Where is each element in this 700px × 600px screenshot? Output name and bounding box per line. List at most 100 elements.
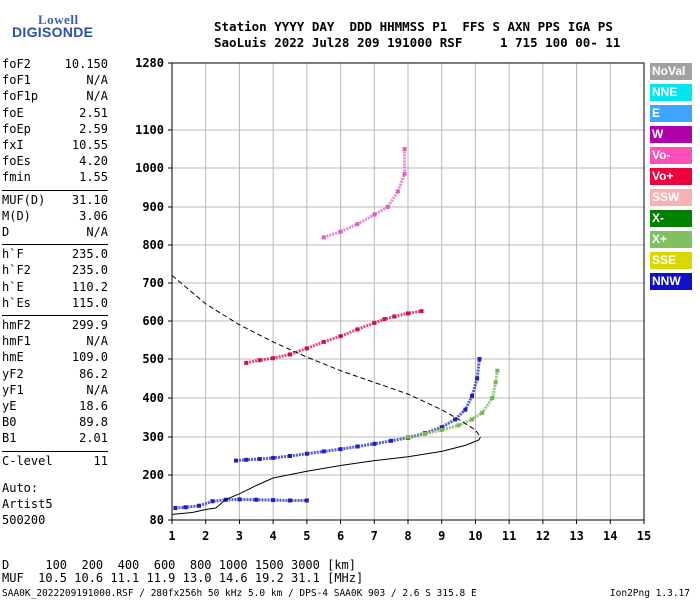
param-value: 10.55 [71, 138, 108, 152]
trace-point-F_2hop [355, 327, 360, 332]
trace-band-E_layer [175, 497, 307, 510]
param-value: 10.150 [64, 57, 108, 71]
y-tick-label: 80 [150, 513, 164, 527]
param-separator [2, 189, 108, 191]
param-row: foF1 N/A [2, 73, 108, 89]
x-tick-label: 5 [303, 529, 310, 543]
param-value: 89.8 [79, 415, 108, 430]
param-name: D [2, 225, 10, 239]
y-tick-label: 1000 [135, 161, 164, 175]
param-value: 11 [93, 453, 108, 468]
param-value: 2.01 [79, 431, 108, 446]
param-name: h`F [2, 247, 24, 262]
x-tick-label: 10 [468, 529, 482, 543]
legend-item: W [650, 126, 692, 143]
trace-point-F_2hop [372, 320, 377, 325]
trace-point-F_2hop [321, 339, 326, 344]
chart-axes: 1 2 3 4 5 6 7 8 9 10 11 12 13 14 158020030040050060070… [135, 56, 651, 543]
x-tick-label: 2 [202, 529, 209, 543]
trace-point-F_2hop [338, 334, 343, 339]
x-tick-label: 4 [270, 529, 277, 543]
param-row: yF2 86.2 [2, 367, 108, 383]
param-name: MUF(D) [2, 192, 46, 207]
param-row: D N/A [2, 225, 108, 241]
param-value: 110.2 [71, 279, 108, 294]
auto-code: 500200 [2, 513, 46, 527]
param-separator [2, 450, 108, 452]
profile-curve-profile_dashed [171, 275, 481, 438]
param-name: hmE [2, 350, 24, 365]
legend-item: X- [650, 210, 692, 227]
trace-point-E_layer [196, 503, 201, 508]
param-name: yF1 [2, 382, 24, 397]
y-tick-label: 1100 [135, 123, 164, 137]
param-row: h`E 110.2 [2, 280, 108, 296]
param-value: N/A [86, 382, 108, 397]
param-row: foF2 10.150 [2, 57, 108, 73]
x-tick-label: 9 [438, 529, 445, 543]
param-separator [2, 315, 108, 316]
y-tick-label: 700 [142, 276, 164, 290]
param-row: fmin 1.55 [2, 170, 108, 186]
x-tick-label: 11 [502, 529, 516, 543]
y-tick-label: 900 [142, 200, 164, 214]
param-value: 3.06 [79, 208, 108, 223]
legend-item: E [650, 105, 692, 122]
param-row: foEp 2.59 [2, 122, 108, 138]
header-line2: SaoLuis 2022 Jul28 209 191000 RSF 1 715 … [214, 35, 621, 50]
param-row: foEs 4.20 [2, 154, 108, 170]
trace-point-x_F [495, 368, 500, 373]
param-value: 109.0 [71, 350, 108, 365]
param-name: fmin [2, 170, 31, 185]
param-row: yF1 N/A [2, 383, 108, 399]
legend-item: SSW [650, 189, 692, 206]
param-value: 299.9 [71, 318, 108, 332]
param-row: B0 89.8 [2, 415, 108, 431]
trace-point-F_2hop [288, 352, 292, 357]
legend-item: NoVal [650, 63, 692, 80]
x-tick-label: 6 [337, 529, 344, 543]
x-tick-label: 8 [404, 529, 411, 543]
trace-point-o_F [257, 457, 262, 462]
param-row: M(D) 3.06 [2, 209, 108, 225]
trace-point-o_F [304, 451, 309, 456]
trace-band-o_F [235, 358, 481, 463]
auto-label: Auto: [2, 481, 39, 495]
param-name: C-level [2, 453, 53, 468]
param-value: 115.0 [71, 295, 108, 310]
legend-item: NNW [650, 273, 692, 290]
param-name: foEs [2, 154, 31, 169]
x-tick-label: 3 [236, 529, 243, 543]
trace-point-F_3hop [395, 189, 400, 194]
param-name: B0 [2, 415, 17, 430]
footer-version: Ion2Png 1.3.17 [609, 588, 690, 599]
legend-item: X+ [650, 231, 692, 248]
param-row: hmF2 299.9 [2, 318, 108, 334]
y-tick-label: 300 [142, 430, 164, 444]
y-tick-label: 400 [142, 391, 164, 405]
trace-point-o_F [355, 444, 360, 449]
trace-point-x_F [422, 431, 427, 436]
param-name: foE [2, 105, 24, 120]
param-name: yE [2, 399, 17, 413]
param-name: hmF2 [2, 318, 31, 332]
param-name: hmF1 [2, 334, 31, 349]
trace-point-F_2hop [392, 314, 397, 319]
x-tick-label: 15 [637, 529, 651, 543]
x-tick-label: 12 [536, 529, 550, 543]
profile-curve-profile_solid [171, 436, 481, 515]
param-row: yE 18.6 [2, 399, 108, 415]
param-value: 235.0 [71, 247, 108, 262]
param-row: foF1p N/A [2, 89, 108, 105]
trace-point-E_layer [271, 498, 276, 503]
legend-item: SSE [650, 252, 692, 269]
auto-artist: Artist5 [2, 497, 53, 511]
legend-item: Vo- [650, 147, 692, 164]
param-separator [2, 244, 108, 246]
param-name: fxI [2, 138, 24, 152]
legend-item: Vo+ [650, 168, 692, 185]
param-value: N/A [86, 225, 108, 239]
param-name: foF1p [2, 89, 39, 104]
x-tick-label: 13 [569, 529, 583, 543]
logo-digisonde: DIGISONDE [12, 24, 94, 40]
